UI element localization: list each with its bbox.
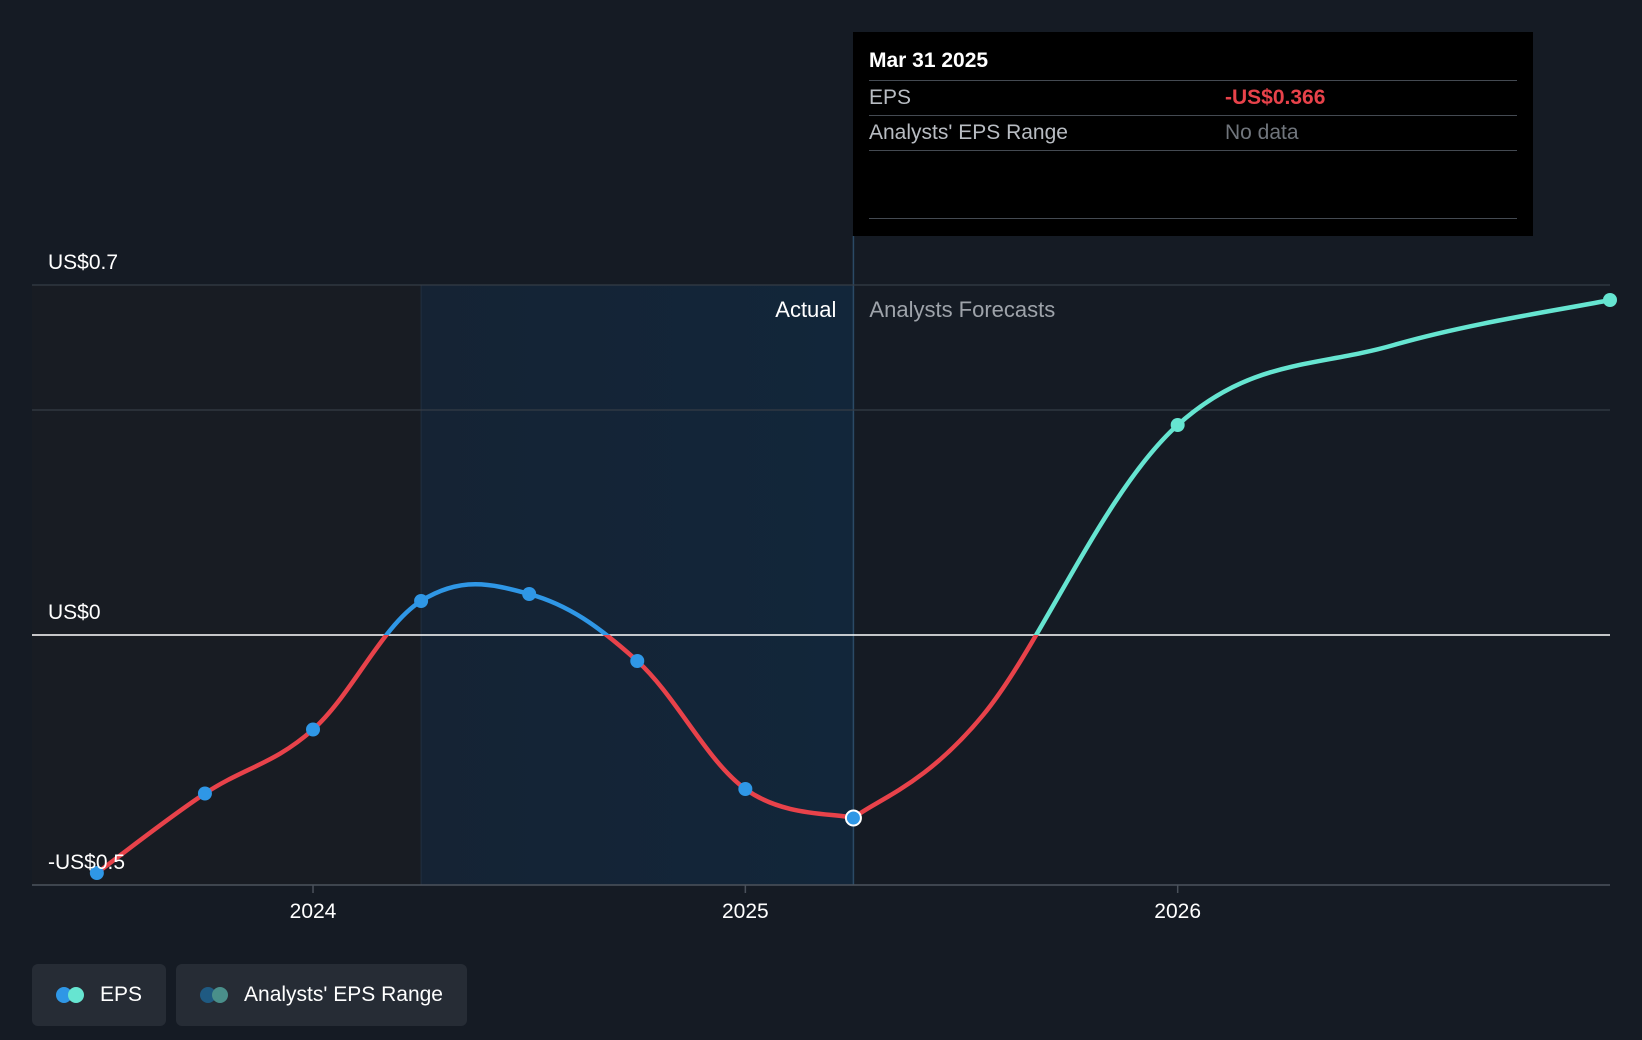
legend-item-eps-range[interactable]: Analysts' EPS Range <box>176 964 467 1026</box>
gridlines <box>32 284 1610 886</box>
x-tick-label: 2025 <box>722 900 769 923</box>
eps-tooltip: Mar 31 2025 EPS -US$0.366 Analysts' EPS … <box>853 32 1533 236</box>
legend-item-eps[interactable]: EPS <box>32 964 167 1026</box>
eps-legend-icon <box>56 987 86 1003</box>
tooltip-date: Mar 31 2025 <box>869 46 1517 81</box>
eps-actual-point[interactable] <box>306 722 321 737</box>
eps-actual-line-negative <box>94 635 856 876</box>
eps-actual-point[interactable] <box>630 654 645 668</box>
eps-actual-line-positive <box>383 582 611 635</box>
y-tick-label: US$0.7 <box>48 251 118 274</box>
x-tick-label: 2024 <box>290 900 337 923</box>
past-region-shade <box>32 285 422 885</box>
chart-legend: EPS Analysts' EPS Range <box>32 964 467 1026</box>
eps-actual-point[interactable] <box>414 594 429 608</box>
eps-forecast-point[interactable] <box>1603 293 1617 307</box>
y-tick-label: -US$0.5 <box>48 851 125 874</box>
tooltip-row-range: Analysts' EPS Range No data <box>869 116 1517 151</box>
tooltip-range-value: No data <box>1225 121 1299 144</box>
eps-actual-point[interactable] <box>89 866 104 880</box>
actual-region-label: Actual <box>775 297 836 322</box>
tooltip-row-eps: EPS -US$0.366 <box>869 81 1517 116</box>
legend-label-eps-range: Analysts' EPS Range <box>244 983 443 1006</box>
tooltip-range-key: Analysts' EPS Range <box>869 121 1068 144</box>
axis-labels: 2024 2025 2026 US$0.7 US$0 -US$0.5 Actual Analy… <box>48 251 1201 923</box>
eps-forecast-line-negative <box>851 635 1039 821</box>
eps-forecast-point[interactable] <box>1170 418 1185 432</box>
tooltip-eps-key: EPS <box>869 86 912 109</box>
eps-selected-point[interactable] <box>844 809 862 827</box>
y-tick-label: US$0 <box>48 601 101 624</box>
eps-range-legend-icon <box>200 987 230 1003</box>
tooltip-divider <box>869 218 1517 219</box>
x-tick-label: 2026 <box>1154 900 1201 923</box>
tooltip-eps-value: -US$0.366 <box>1225 86 1326 109</box>
forecast-region-label: Analysts Forecasts <box>869 297 1055 322</box>
eps-forecast-line-positive <box>1033 297 1613 635</box>
legend-label-eps: EPS <box>100 983 143 1006</box>
chart-background <box>32 236 855 885</box>
eps-actual-point[interactable] <box>738 782 753 796</box>
eps-actual-point[interactable] <box>197 786 212 801</box>
eps-actual-point[interactable] <box>522 587 537 601</box>
eps-markers <box>89 293 1617 880</box>
